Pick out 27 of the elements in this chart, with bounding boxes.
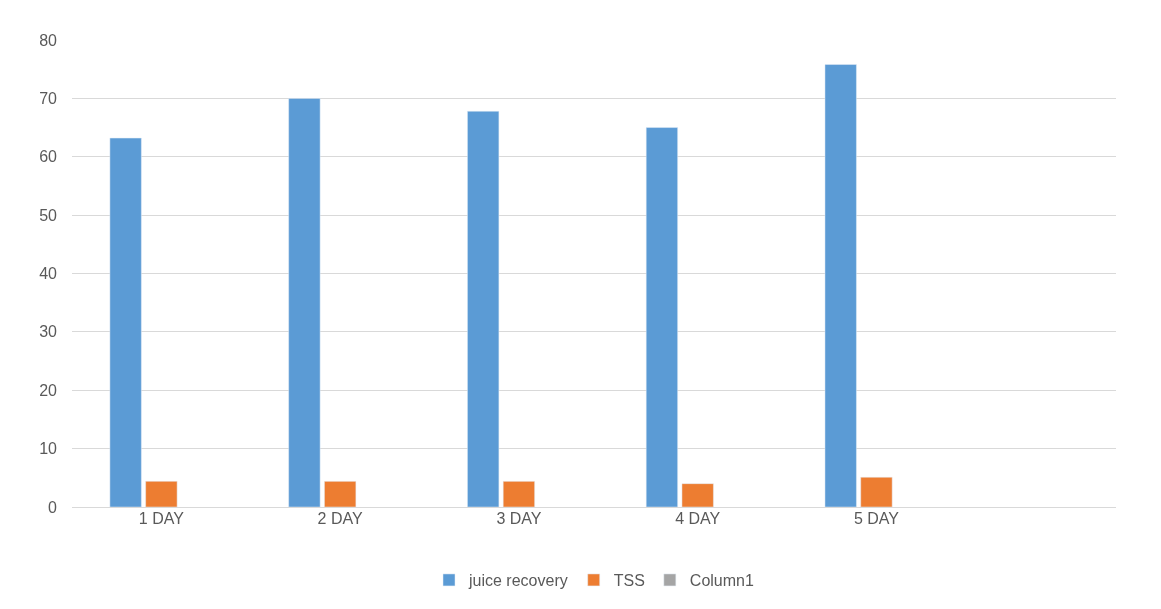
y-tick-label: 0 (48, 498, 58, 516)
y-tick-label: 60 (39, 148, 58, 166)
bar (288, 98, 321, 507)
bar (109, 137, 142, 507)
bar (502, 481, 535, 507)
bar (645, 127, 678, 507)
x-tick-label: 5 DAY (853, 510, 900, 527)
y-tick-label: 40 (39, 265, 58, 283)
bar (467, 110, 500, 507)
bar (145, 481, 178, 507)
x-tick-label: 1 DAY (138, 510, 185, 527)
legend-label: TSS (613, 572, 645, 590)
x-tick-label: 3 DAY (496, 510, 542, 527)
y-tick-label: 10 (39, 440, 58, 458)
y-tick-label: 50 (39, 206, 58, 224)
bar (860, 476, 893, 507)
y-tick-label: 80 (39, 31, 58, 49)
x-tick-label: 2 DAY (317, 510, 363, 527)
y-tick-label: 20 (39, 381, 58, 399)
legend-label: Column1 (689, 572, 754, 590)
bar (681, 483, 714, 507)
x-tick-label: 4 DAY (675, 510, 721, 527)
y-tick-label: 30 (39, 323, 58, 341)
legend-label: juice recovery (468, 572, 568, 590)
y-tick-label: 70 (39, 89, 58, 107)
bar (824, 64, 857, 507)
bar (324, 481, 357, 507)
